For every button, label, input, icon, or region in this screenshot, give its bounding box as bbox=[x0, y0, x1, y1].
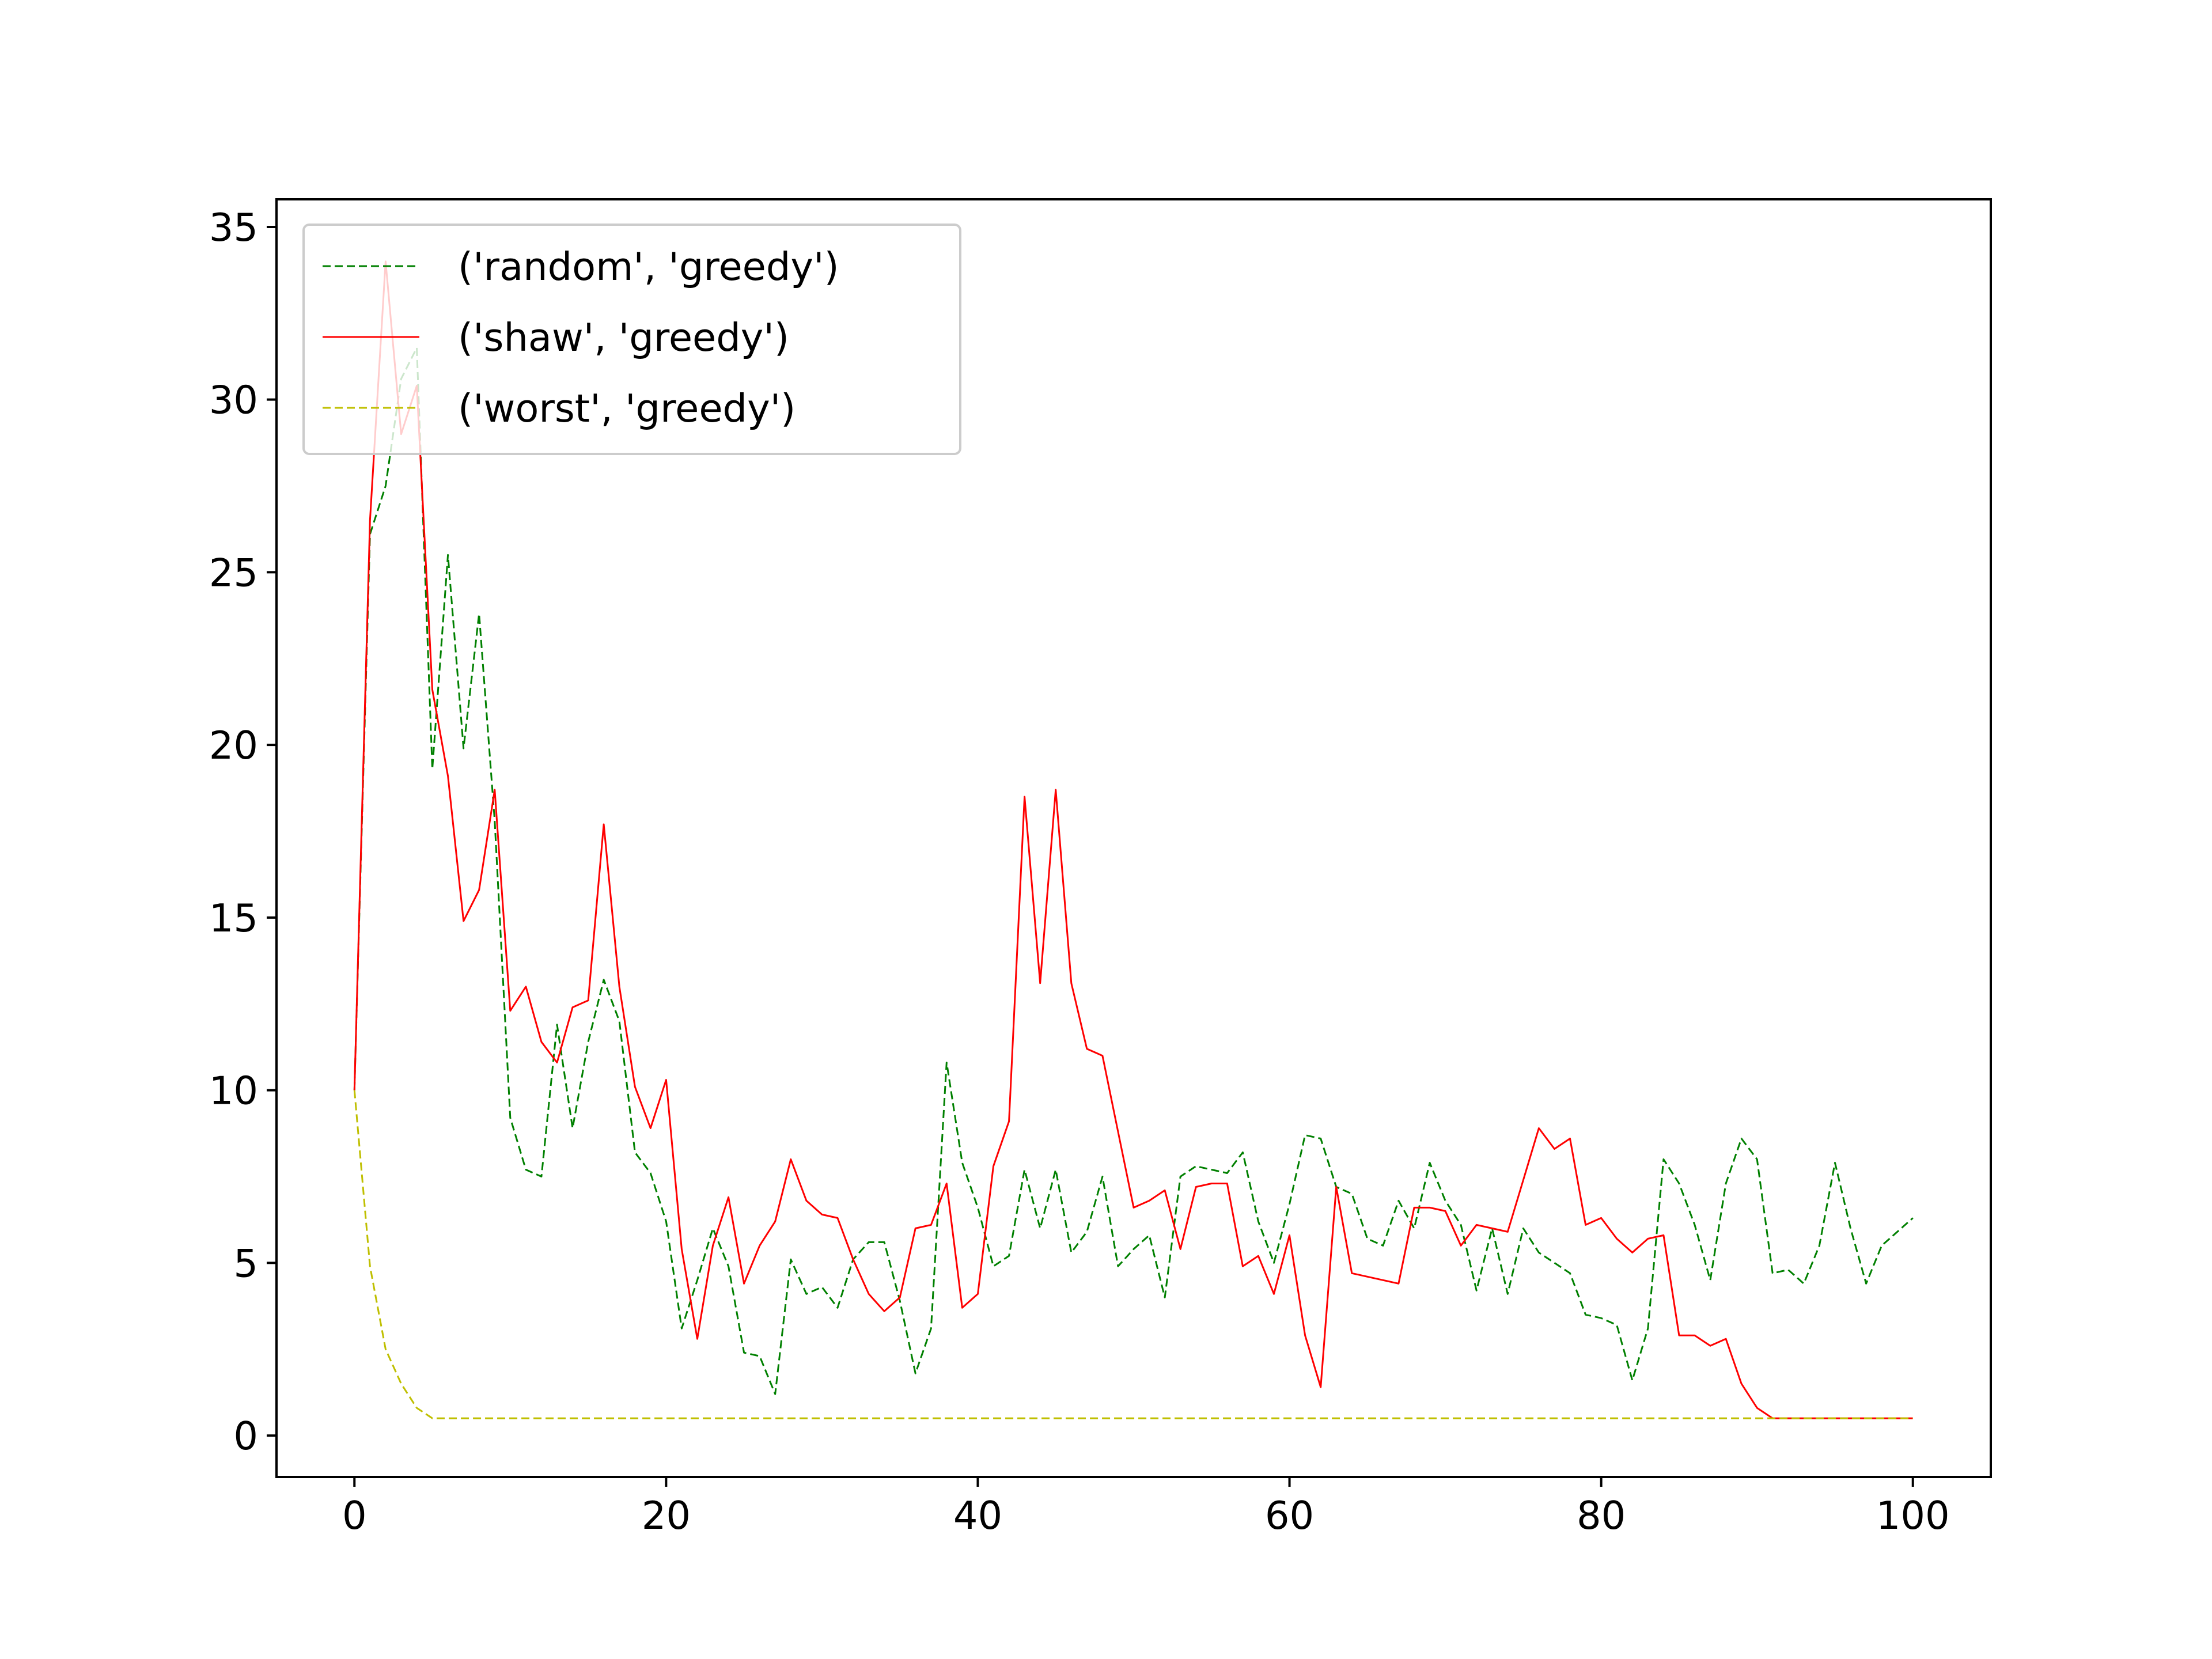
x-axis: 0 20 40 60 80 100 bbox=[342, 1477, 1950, 1538]
series-line-0 bbox=[353, 347, 1914, 1395]
legend-label-0: ('random', 'greedy') bbox=[458, 244, 839, 289]
legend: ('random', 'greedy') ('shaw', 'greedy') ('… bbox=[302, 224, 961, 455]
y-tick-label: 10 bbox=[209, 1069, 258, 1113]
series-line-2 bbox=[353, 1090, 1913, 1419]
x-tick-label: 40 bbox=[953, 1493, 1002, 1538]
plot-area-frame bbox=[275, 198, 1992, 1478]
y-tick-label: 30 bbox=[209, 378, 258, 423]
y-tick-label: 15 bbox=[209, 896, 258, 941]
y-tick-label: 0 bbox=[233, 1414, 258, 1459]
x-tick-label: 20 bbox=[642, 1493, 691, 1538]
legend-label-2: ('worst', 'greedy') bbox=[458, 386, 796, 431]
legend-box bbox=[302, 224, 961, 455]
y-tick-label: 25 bbox=[209, 550, 258, 595]
y-axis: 0 5 10 15 20 25 30 35 bbox=[209, 205, 276, 1459]
series-line-1 bbox=[353, 260, 1913, 1419]
y-tick-label: 5 bbox=[233, 1241, 258, 1286]
legend-label-1: ('shaw', 'greedy') bbox=[458, 315, 789, 360]
x-tick-label: 80 bbox=[1577, 1493, 1626, 1538]
x-tick-label: 60 bbox=[1265, 1493, 1314, 1538]
y-tick-label: 35 bbox=[209, 205, 258, 250]
x-tick-label: 0 bbox=[342, 1493, 367, 1538]
series-layer bbox=[353, 260, 1914, 1419]
y-tick-label: 20 bbox=[209, 723, 258, 768]
x-tick-label: 100 bbox=[1876, 1493, 1950, 1538]
